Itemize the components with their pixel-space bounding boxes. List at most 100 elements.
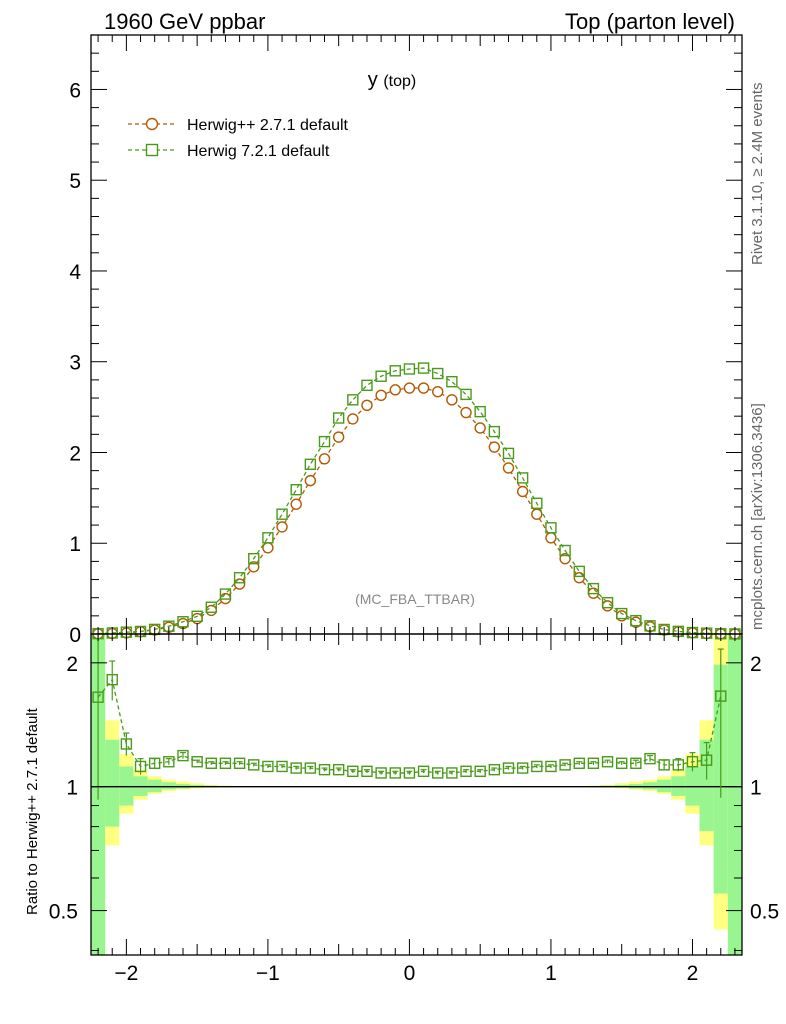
data-point-herwigpp-23 bbox=[417, 382, 430, 394]
ratio-point-13 bbox=[276, 760, 288, 773]
data-point-herwigpp-18 bbox=[347, 413, 359, 425]
data-point-herwig7-11 bbox=[248, 552, 260, 565]
x-tick-label: −2 bbox=[114, 962, 138, 985]
ratio-point-43 bbox=[700, 754, 713, 766]
ratio-point-39 bbox=[644, 752, 656, 765]
ratio-band-green bbox=[727, 634, 742, 955]
ratio-point-15 bbox=[304, 762, 317, 774]
ratio-y-axis-label: Ratio to Herwig++ 2.7.1 default bbox=[24, 707, 41, 915]
data-point-herwigpp-13 bbox=[276, 521, 288, 533]
data-point-herwigpp-8 bbox=[205, 604, 217, 617]
data-point-herwig7-28 bbox=[488, 425, 501, 438]
data-point-herwigpp-16 bbox=[318, 453, 331, 465]
ratio-point-8 bbox=[205, 757, 217, 769]
x-tick-label: 2 bbox=[687, 962, 699, 985]
data-point-herwig7-35 bbox=[587, 582, 600, 595]
data-point-herwig7-31 bbox=[531, 497, 543, 510]
data-point-herwig7-16 bbox=[318, 435, 331, 448]
ratio-point-5 bbox=[163, 756, 175, 768]
ratio-y-tick-label-right: 0.5 bbox=[750, 901, 779, 924]
data-point-herwigpp-7 bbox=[191, 612, 203, 625]
x-tick-label: 1 bbox=[545, 962, 557, 985]
ratio-point-31 bbox=[531, 760, 543, 773]
ratio-point-25 bbox=[446, 767, 458, 779]
ratio-y-tick-label-left: 2 bbox=[66, 653, 78, 676]
ratio-point-21 bbox=[389, 767, 401, 779]
ratio-y-tick-label-right: 1 bbox=[750, 777, 762, 800]
ratio-point-3 bbox=[134, 760, 147, 773]
ratio-point-7 bbox=[191, 756, 203, 768]
watermark: (MC_FBA_TTBAR) bbox=[355, 591, 475, 607]
plot-title-sub: (top) bbox=[383, 73, 416, 90]
main-y-tick-label: 3 bbox=[69, 352, 81, 375]
data-point-herwig7-13 bbox=[276, 508, 288, 520]
data-point-herwigpp-29 bbox=[502, 462, 515, 474]
data-point-herwig7-17 bbox=[332, 412, 345, 424]
data-point-herwig7-14 bbox=[290, 483, 302, 496]
ratio-point-14 bbox=[290, 762, 302, 774]
ratio-band-green bbox=[657, 779, 672, 793]
ratio-point-33 bbox=[559, 759, 571, 771]
ratio-point-32 bbox=[545, 760, 557, 773]
legend-marker-square bbox=[145, 143, 159, 157]
data-point-herwigpp-14 bbox=[290, 498, 302, 510]
data-point-herwig7-9 bbox=[219, 588, 232, 600]
ratio-point-42 bbox=[686, 756, 699, 768]
ratio-point-36 bbox=[601, 756, 614, 768]
data-point-herwig7-8 bbox=[205, 601, 217, 613]
data-point-herwig7-30 bbox=[516, 472, 529, 484]
ratio-point-41 bbox=[672, 759, 685, 771]
ratio-point-40 bbox=[658, 759, 670, 771]
data-point-herwig7-33 bbox=[559, 544, 571, 557]
data-point-herwig7-29 bbox=[502, 447, 515, 460]
side-text-upper: Rivet 3.1.10, ≥ 2.4M events bbox=[749, 83, 766, 266]
ratio-point-16 bbox=[318, 763, 331, 776]
data-point-herwigpp-21 bbox=[389, 384, 401, 396]
data-point-herwig7-19 bbox=[361, 379, 373, 392]
ratio-point-24 bbox=[432, 767, 444, 779]
main-y-tick-label: 2 bbox=[69, 442, 81, 465]
ratio-y-tick-label-left: 0.5 bbox=[49, 901, 78, 924]
data-point-herwigpp-19 bbox=[361, 399, 373, 411]
legend: Herwig++ 2.7.1 default Herwig 7.2.1 defau… bbox=[128, 117, 349, 160]
ratio-y-tick-label-right: 2 bbox=[750, 653, 762, 676]
ratio-point-19 bbox=[361, 765, 373, 778]
data-point-herwig7-22 bbox=[403, 363, 416, 375]
data-point-herwig7-36 bbox=[601, 596, 614, 609]
data-point-herwigpp-25 bbox=[446, 394, 458, 406]
ratio-band-green bbox=[119, 766, 134, 806]
ratio-point-23 bbox=[417, 765, 430, 778]
data-point-herwig7-24 bbox=[432, 367, 444, 380]
data-point-herwig7-34 bbox=[573, 565, 585, 578]
ratio-point-34 bbox=[573, 757, 585, 769]
data-point-herwigpp-12 bbox=[262, 542, 274, 554]
ratio-band-green bbox=[699, 739, 714, 832]
ratio-band-green bbox=[685, 766, 700, 806]
series-line-1 bbox=[98, 387, 735, 635]
ratio-point-35 bbox=[587, 757, 600, 769]
ratio-point-10 bbox=[233, 757, 246, 769]
data-point-herwigpp-34 bbox=[573, 572, 585, 584]
ratio-band-green bbox=[147, 779, 162, 793]
data-point-herwig7-20 bbox=[375, 370, 387, 382]
ratio-point-22 bbox=[403, 767, 416, 779]
ratio-panel-frame bbox=[90, 633, 743, 956]
ratio-point-6 bbox=[177, 749, 189, 762]
ratio-point-20 bbox=[375, 767, 387, 779]
data-point-herwigpp-28 bbox=[488, 441, 501, 453]
main-y-tick-label: 5 bbox=[69, 170, 81, 193]
x-tick-label: 0 bbox=[404, 962, 416, 985]
data-point-herwig7-37 bbox=[616, 607, 628, 620]
data-point-herwig7-23 bbox=[417, 362, 430, 374]
data-point-herwigpp-15 bbox=[304, 474, 317, 487]
ratio-uncertainty-bands bbox=[91, 634, 742, 955]
data-point-herwigpp-31 bbox=[531, 508, 543, 520]
data-point-herwig7-15 bbox=[304, 458, 317, 470]
ratio-band-green bbox=[161, 782, 176, 790]
ratio-point-29 bbox=[502, 762, 515, 774]
data-point-herwig7-38 bbox=[630, 614, 642, 627]
ratio-point-18 bbox=[347, 765, 359, 778]
ratio-point-11 bbox=[248, 759, 260, 771]
data-point-herwig7-12 bbox=[262, 532, 274, 544]
